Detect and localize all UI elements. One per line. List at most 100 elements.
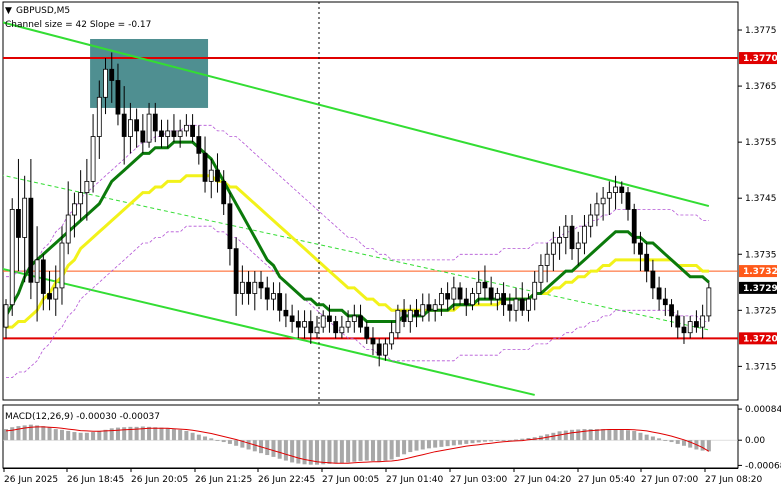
macd-bar bbox=[458, 440, 463, 445]
candle-body bbox=[165, 130, 171, 137]
macd-bar bbox=[420, 440, 425, 450]
candle-body bbox=[488, 287, 494, 300]
macd-bar bbox=[290, 440, 295, 463]
candle bbox=[414, 299, 419, 328]
price-tag-box bbox=[739, 332, 777, 345]
macd-bar bbox=[495, 440, 500, 442]
candle bbox=[96, 80, 102, 159]
candle bbox=[451, 276, 457, 311]
macd-bar bbox=[433, 440, 438, 448]
macd-bar bbox=[171, 429, 176, 441]
candle-body bbox=[600, 197, 606, 205]
macd-bar bbox=[470, 440, 475, 444]
candle bbox=[183, 114, 189, 137]
price-tag: 1.3729 bbox=[739, 281, 778, 294]
time-axis-label: 27 Jun 00:05 bbox=[322, 475, 379, 485]
candle-body bbox=[414, 309, 419, 317]
candle bbox=[631, 203, 637, 255]
macd-bar bbox=[302, 440, 307, 465]
candle bbox=[308, 310, 314, 344]
candle-body bbox=[550, 242, 556, 255]
macd-bar bbox=[408, 440, 413, 453]
candle bbox=[159, 119, 164, 148]
candle-body bbox=[364, 326, 370, 339]
candle-body bbox=[513, 298, 519, 311]
price-tag: 1.3732 bbox=[739, 265, 778, 278]
candle-body bbox=[370, 337, 376, 345]
candle-body bbox=[320, 315, 326, 328]
candle bbox=[72, 192, 77, 238]
macd-bar bbox=[700, 440, 705, 451]
candle-body bbox=[625, 192, 631, 210]
macd-bar bbox=[632, 430, 637, 441]
candle bbox=[650, 259, 656, 300]
time-axis-label: 27 Jun 08:20 bbox=[705, 475, 762, 485]
candle bbox=[538, 254, 544, 294]
price-tag-label: 1.3770 bbox=[743, 54, 778, 64]
candle-body bbox=[563, 225, 569, 238]
macd-bar bbox=[638, 432, 643, 441]
macd-bar bbox=[377, 440, 382, 462]
candle bbox=[34, 226, 40, 322]
macd-bar bbox=[140, 426, 145, 441]
macd-bar bbox=[115, 427, 120, 441]
macd-bar bbox=[501, 440, 506, 442]
macd-bar bbox=[91, 432, 96, 441]
candle-body bbox=[159, 130, 164, 137]
candle bbox=[401, 299, 407, 328]
macd-bar bbox=[576, 429, 581, 441]
candle-body bbox=[34, 259, 40, 283]
macd-bar bbox=[644, 434, 649, 441]
candle bbox=[600, 186, 606, 221]
macd-bar bbox=[464, 440, 469, 444]
candle bbox=[488, 276, 494, 305]
candle bbox=[594, 192, 600, 227]
price-axis-label: 1.3755 bbox=[745, 138, 777, 148]
candle bbox=[420, 293, 426, 322]
candle bbox=[140, 114, 146, 154]
candle-body bbox=[277, 293, 283, 311]
candle bbox=[463, 287, 469, 316]
macd-label: MACD(12,26,9) -0.00030 -0.00037 bbox=[5, 412, 160, 422]
candle-body bbox=[152, 113, 158, 132]
candle bbox=[613, 175, 618, 210]
macd-bar bbox=[72, 432, 77, 441]
macd-bar bbox=[557, 431, 562, 441]
price-tag-box bbox=[739, 52, 777, 65]
candle bbox=[289, 304, 295, 333]
candle bbox=[121, 86, 127, 165]
candle bbox=[569, 215, 575, 260]
candle-body bbox=[84, 180, 90, 193]
time-axis-label: 27 Jun 01:40 bbox=[386, 475, 443, 485]
macd-bar bbox=[296, 440, 301, 464]
macd-bar bbox=[308, 440, 313, 465]
candle bbox=[109, 52, 115, 103]
candle-body bbox=[134, 119, 140, 132]
macd-bar bbox=[147, 426, 152, 441]
candle-body bbox=[47, 293, 52, 300]
candle-body bbox=[476, 281, 482, 294]
candle-body bbox=[3, 304, 9, 328]
candle-body bbox=[638, 242, 643, 255]
macd-bar bbox=[364, 440, 369, 461]
candle-body bbox=[619, 186, 625, 193]
macd-panel[interactable]: 0.00084 0.00 -0.00068 bbox=[2, 404, 781, 471]
candle-body bbox=[582, 225, 587, 244]
candle-body bbox=[463, 298, 469, 306]
main-price-panel[interactable]: 1.3775 1.3765 1.3755 1.3745 1.3735 1.3725 1.37… bbox=[0, 1, 778, 468]
candle-body bbox=[507, 304, 513, 311]
candle bbox=[258, 271, 264, 300]
candle bbox=[625, 186, 631, 221]
candle bbox=[606, 181, 612, 216]
candle bbox=[675, 310, 681, 339]
candle-body bbox=[420, 304, 426, 317]
collapse-triangle-icon[interactable]: ▼ bbox=[5, 6, 12, 16]
candle bbox=[171, 114, 177, 143]
macd-bar bbox=[159, 427, 164, 441]
candle bbox=[190, 114, 196, 143]
macd-bar bbox=[78, 432, 83, 441]
candle bbox=[115, 63, 121, 126]
candle bbox=[438, 287, 444, 316]
candle-body bbox=[16, 209, 21, 238]
